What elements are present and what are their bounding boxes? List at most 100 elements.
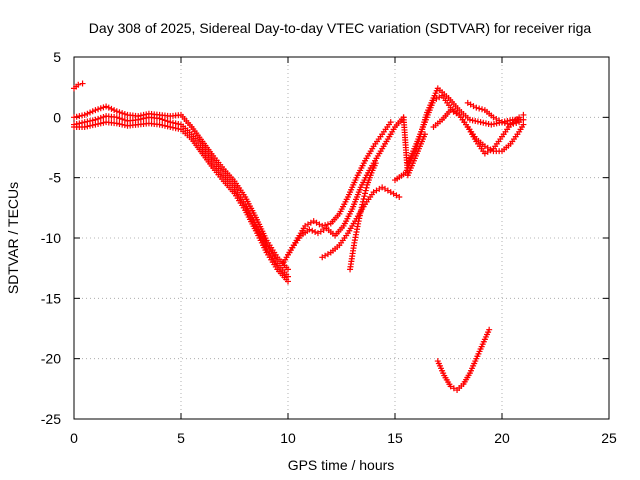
data-point: [121, 111, 128, 118]
data-point: [469, 117, 476, 124]
data-point: [309, 227, 316, 234]
data-point: [466, 116, 473, 123]
chart-title: Day 308 of 2025, Sidereal Day-to-day VTE…: [89, 20, 592, 36]
data-point: [97, 105, 104, 112]
x-tick-label: 15: [387, 430, 403, 446]
data-point: [285, 278, 291, 285]
data-point: [447, 383, 454, 390]
data-point: [116, 120, 123, 127]
data-point: [499, 119, 505, 126]
data-point: [84, 110, 91, 117]
data-point: [113, 108, 120, 115]
x-tick-label: 0: [70, 430, 78, 446]
data-point: [387, 119, 394, 126]
x-tick-label: 10: [280, 430, 296, 446]
data-point: [164, 123, 171, 130]
data-point: [358, 204, 365, 211]
data-point: [100, 104, 107, 111]
data-point: [482, 120, 489, 127]
series-late_arc: [434, 326, 493, 394]
data-point: [161, 117, 168, 124]
series-early_arc: [71, 80, 86, 92]
data-points: [71, 80, 527, 394]
data-point: [156, 115, 163, 122]
data-point: [485, 120, 492, 127]
data-point: [359, 198, 366, 205]
data-point: [510, 120, 517, 127]
x-axis-label: GPS time / hours: [288, 457, 395, 473]
data-point: [103, 103, 110, 110]
data-point: [79, 80, 86, 87]
data-point: [95, 120, 102, 127]
data-point: [362, 187, 369, 194]
series-steep_arc: [347, 160, 379, 273]
data-point: [95, 115, 102, 122]
data-point: [357, 209, 364, 216]
y-tick-label: -20: [41, 351, 61, 367]
data-point: [156, 121, 163, 128]
data-point: [121, 117, 128, 124]
data-point: [100, 119, 107, 126]
data-point: [87, 109, 94, 116]
data-point: [488, 121, 495, 128]
data-point: [175, 125, 182, 132]
data-point: [97, 120, 104, 127]
data-point: [358, 207, 365, 214]
data-point: [167, 123, 174, 130]
y-tick-label: -10: [41, 230, 61, 246]
y-tick-label: 0: [53, 109, 61, 125]
data-point: [396, 193, 403, 200]
data-point: [159, 116, 166, 123]
data-point: [76, 113, 83, 120]
data-point: [450, 385, 457, 392]
data-point: [116, 109, 123, 116]
data-point: [501, 119, 508, 126]
data-point: [486, 326, 493, 333]
data-point: [472, 117, 479, 124]
data-point: [97, 114, 104, 121]
data-point: [71, 114, 77, 121]
data-point: [111, 107, 118, 114]
data-point: [108, 105, 115, 112]
data-point: [73, 113, 80, 120]
data-point: [81, 123, 88, 130]
data-point: [105, 104, 112, 111]
data-point: [84, 123, 91, 130]
data-point: [504, 120, 511, 127]
data-point: [169, 124, 176, 131]
data-point: [121, 122, 128, 129]
data-point: [172, 125, 179, 132]
series-afternoon_d: [464, 99, 523, 128]
data-point: [322, 222, 329, 229]
data-point: [119, 121, 126, 128]
data-point: [360, 195, 367, 202]
data-point: [361, 193, 368, 200]
data-point: [359, 201, 366, 208]
data-point: [87, 122, 94, 129]
y-tick-label: -15: [41, 290, 61, 306]
y-axis-label: SDTVAR / TECUs: [5, 182, 21, 294]
data-point: [113, 120, 120, 127]
data-point: [516, 119, 523, 126]
data-point: [355, 218, 362, 225]
data-point: [507, 121, 514, 128]
data-point: [421, 131, 428, 138]
series-isolated: [400, 114, 428, 179]
x-tick-label: 25: [601, 430, 617, 446]
series-main_arc_c: [71, 119, 291, 285]
data-point: [490, 120, 497, 127]
data-point: [324, 221, 331, 228]
data-point: [520, 111, 527, 118]
y-tick-label: 5: [53, 49, 61, 65]
data-point: [474, 118, 481, 125]
x-tick-label: 20: [494, 430, 510, 446]
series-recovery_b: [285, 119, 394, 258]
data-point: [92, 121, 99, 128]
data-point: [480, 119, 487, 126]
data-point: [372, 160, 379, 167]
data-point: [79, 112, 86, 119]
series-afternoon_c: [430, 107, 527, 157]
axis-ticks: 0 5 10 15 20 25 5 0 -5 -10 -15 -20 -25: [41, 49, 617, 446]
data-point: [113, 114, 120, 121]
